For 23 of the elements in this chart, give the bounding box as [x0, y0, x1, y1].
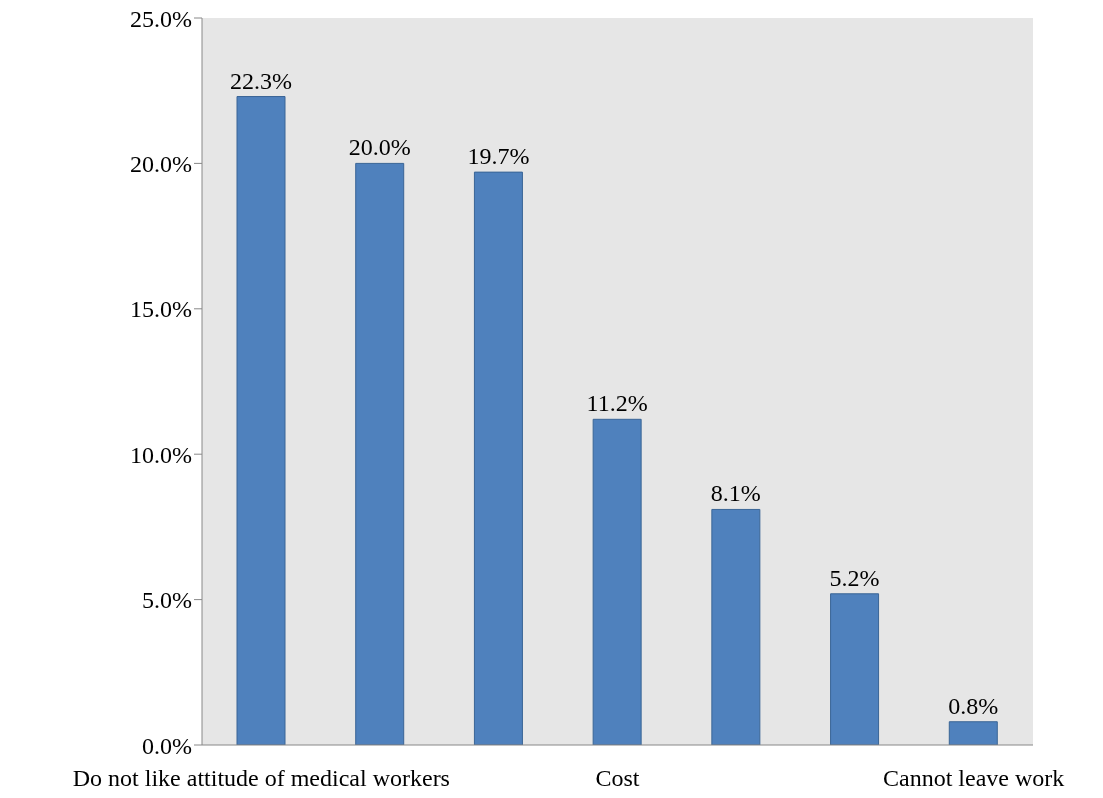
y-tick-label: 10.0% [130, 441, 192, 468]
data-label: 22.3% [230, 67, 292, 94]
bar [236, 96, 286, 745]
y-tick-label: 25.0% [130, 5, 192, 32]
x-tick-label: Cost [595, 765, 640, 792]
y-tick-label: 20.0% [130, 150, 192, 177]
y-tick-label: 15.0% [130, 296, 192, 323]
x-tick-label: Do not like attitude of medical workers [72, 765, 450, 792]
data-label: 20.0% [348, 134, 411, 161]
y-tick-label: 0.0% [142, 732, 192, 759]
data-label: 8.1% [710, 480, 761, 507]
data-label: 0.8% [948, 692, 999, 719]
bar [948, 721, 998, 745]
data-label: 5.2% [829, 564, 880, 591]
bar [473, 171, 523, 745]
bar [355, 162, 405, 745]
bar [711, 508, 761, 745]
y-tick-label: 5.0% [142, 587, 192, 614]
x-tick-label: Cannot leave work [883, 765, 1065, 792]
data-label: 19.7% [467, 143, 530, 170]
data-label: 11.2% [586, 390, 648, 417]
bar [830, 593, 880, 745]
bar [592, 418, 642, 745]
